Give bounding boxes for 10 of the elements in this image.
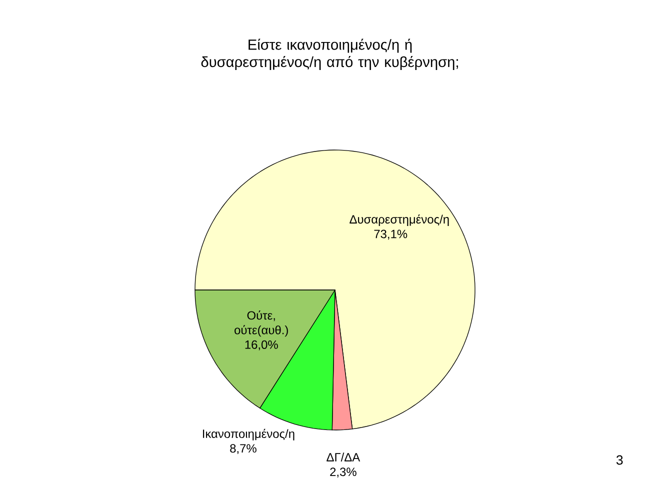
- slice-label: Ούτε, ούτε(αυθ.): [234, 310, 288, 337]
- data-label: 2,3%: [330, 468, 356, 478]
- chart-title: Είστε ικανοποιημένος/η ή δυσαρεστημένος/η από την κυβέρνηση;: [201, 38, 458, 70]
- data-label: 16,0%: [245, 340, 278, 350]
- text: 3: [616, 455, 623, 465]
- slice-label: Ικανοποιημένος/η: [202, 428, 294, 440]
- data-label: 73,1%: [374, 230, 408, 240]
- slice-label: Δυσαρεστημένος/η: [350, 214, 449, 226]
- slice-label: ΔΓ/ΔΑ: [326, 452, 360, 462]
- data-label: 8,7%: [230, 444, 256, 454]
